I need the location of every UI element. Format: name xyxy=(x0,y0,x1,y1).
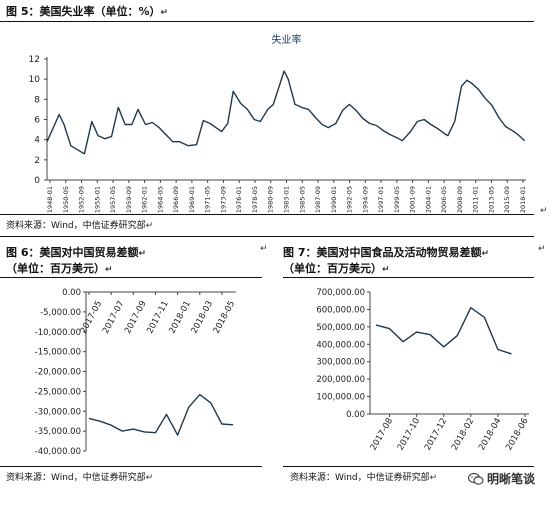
x-tick-label: 2017-10 xyxy=(396,417,422,453)
x-tick-label: 1971-05 xyxy=(204,186,212,213)
x-tick-label: 2006-05 xyxy=(440,186,448,213)
figure-6-title: 图 6：美国对中国贸易差额↵ xyxy=(6,246,147,259)
x-tick-label: 1997-01 xyxy=(377,186,385,213)
figure-7-unit: （单位：百万美元）↵ xyxy=(283,262,390,275)
x-tick-label: 2018-01 xyxy=(519,186,527,213)
y-tick-label: 6 xyxy=(34,116,40,126)
unemployment-chart: 失业率 0 2 4 6 8 10 12 1948-01 1950-05 1952-09 1955-01… xyxy=(29,33,527,213)
x-tick-label: 2018-04 xyxy=(477,417,503,453)
figure-5-title: 图 5：美国失业率（单位：%）↵ xyxy=(6,5,169,18)
x-tick-label: 1992-05 xyxy=(346,186,354,213)
x-tick-label: 1950-05 xyxy=(62,186,70,213)
chart-title: 失业率 xyxy=(272,33,302,46)
x-tick-label: 2017-08 xyxy=(369,417,395,453)
figure-7-source: 资料来源：Wind，中信证券研究部↵ xyxy=(290,473,438,483)
figure-6-unit: （单位：百万美元）↵ xyxy=(6,262,113,275)
x-tick-label: 1983-01 xyxy=(283,186,291,213)
series-line-unemployment xyxy=(46,70,526,155)
x-tick-label: 1999-05 xyxy=(393,186,401,213)
y-tick-label: 300,000.00 xyxy=(316,358,365,368)
y-tick-label: 8 xyxy=(34,95,40,105)
y-tick-label: 12 xyxy=(29,55,40,65)
x-tick-label: 1976-01 xyxy=(235,186,243,213)
figure-6-source: 资料来源：Wind，中信证券研究部↵ xyxy=(6,473,154,483)
y-tick-label: 0.00 xyxy=(62,288,81,298)
y-tick-label: -20,000.00 xyxy=(35,368,81,378)
y-tick-label: -40,000.00 xyxy=(35,447,81,457)
figure-7-bottom-rule xyxy=(283,466,534,467)
watermark: 明晰笔谈 xyxy=(468,470,535,487)
x-tick-label: 1957-05 xyxy=(109,186,117,213)
x-tick-label: 2017-12 xyxy=(423,417,449,453)
figure-5-bottom-rule xyxy=(0,214,534,215)
x-tick-label: 1959-09 xyxy=(125,186,133,213)
y-tick-label: 400,000.00 xyxy=(316,340,365,350)
y-tick-label: 2 xyxy=(34,156,40,166)
x-tick-label: 1952-09 xyxy=(78,186,86,213)
y-tick-label: -25,000.00 xyxy=(35,387,81,397)
y-tick-label: -15,000.00 xyxy=(35,348,81,358)
series-line-food-trade-balance xyxy=(375,307,512,355)
wechat-icon xyxy=(468,472,484,485)
x-tick-label: 2004-01 xyxy=(424,186,432,213)
figure-6-bottom-rule xyxy=(0,466,262,467)
y-tick-label: 600,000.00 xyxy=(316,305,365,315)
figure-6-header-rule xyxy=(0,277,262,278)
figure-5-trail-mark: ↵ xyxy=(540,206,548,216)
figure-5-source: 资料来源：Wind，中信证券研究部↵ xyxy=(6,221,154,231)
watermark-text: 明晰笔谈 xyxy=(487,472,536,486)
x-tick-label: 1985-05 xyxy=(298,186,306,213)
x-tick-label: 1955-01 xyxy=(93,186,101,213)
x-tick-label: 1973-09 xyxy=(219,186,227,213)
mid-mark-right: ↵ xyxy=(538,244,546,254)
us-china-trade-balance-chart: 0.00 -5,000.00 -10,000.00 -15,000.00 -20,000… xyxy=(35,288,238,457)
x-tick-label: 1987-09 xyxy=(314,186,322,213)
x-tick-label: 1948-01 xyxy=(46,186,54,213)
x-tick-label: 1990-01 xyxy=(330,186,338,213)
x-tick-label: 2018-02 xyxy=(450,417,476,453)
x-tick-label: 1964-05 xyxy=(156,186,164,213)
series-line-trade-balance xyxy=(88,393,234,436)
x-tick-label: 1966-09 xyxy=(172,186,180,213)
x-tick-label: 1978-05 xyxy=(251,186,259,213)
x-tick-label: 1980-09 xyxy=(267,186,275,213)
y-tick-label: 10 xyxy=(29,75,41,85)
y-tick-label: 200,000.00 xyxy=(316,375,365,385)
y-tick-label: -30,000.00 xyxy=(35,407,81,417)
mid-mark-left: ↵ xyxy=(260,244,268,254)
figure-5-title-rule xyxy=(0,21,534,22)
x-tick-label: 1994-09 xyxy=(361,186,369,213)
x-tick-label: 2018-06 xyxy=(504,417,530,453)
figure-5-source-rule xyxy=(0,236,534,237)
y-tick-label: 100,000.00 xyxy=(316,393,365,403)
figure-7-title: 图 7：美国对中国食品及活动物贸易差额↵ xyxy=(283,246,490,259)
x-tick-label: 2011-01 xyxy=(472,186,480,213)
figure-7-header-rule xyxy=(283,277,534,278)
x-tick-label: 2013-05 xyxy=(487,186,495,213)
y-tick-label: 0 xyxy=(34,176,40,186)
x-tick-label: 1962-01 xyxy=(141,186,149,213)
y-tick-label: -10,000.00 xyxy=(35,328,81,338)
y-tick-label: 500,000.00 xyxy=(316,323,365,333)
us-china-food-trade-balance-chart: 0.00 100,000.00 200,000.00 300,000.00 400,00… xyxy=(316,288,530,453)
x-tick-label: 2008-09 xyxy=(456,186,464,213)
y-tick-label: 700,000.00 xyxy=(316,288,365,298)
x-tick-label: 1969-01 xyxy=(188,186,196,213)
x-tick-label: 2001-09 xyxy=(409,186,417,213)
y-tick-label: 0.00 xyxy=(346,410,365,420)
x-tick-label: 2015-09 xyxy=(503,186,511,213)
y-tick-label: 4 xyxy=(34,136,40,146)
x-tick-label: 2018-05 xyxy=(212,299,238,335)
y-tick-label: -5,000.00 xyxy=(40,308,81,318)
y-tick-label: -35,000.00 xyxy=(35,427,81,437)
